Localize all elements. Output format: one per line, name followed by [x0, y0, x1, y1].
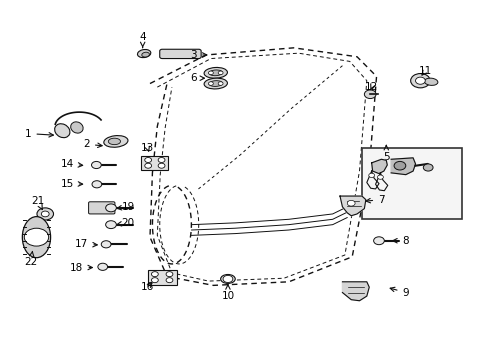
FancyBboxPatch shape — [160, 49, 201, 59]
Text: 1: 1 — [25, 129, 53, 139]
Circle shape — [106, 204, 116, 212]
Circle shape — [218, 82, 223, 85]
Circle shape — [411, 73, 430, 88]
Text: 4: 4 — [139, 32, 146, 48]
Text: 7: 7 — [366, 195, 385, 204]
Circle shape — [101, 241, 111, 248]
Ellipse shape — [104, 136, 128, 147]
Bar — [147, 270, 177, 285]
Polygon shape — [372, 159, 387, 174]
Text: 12: 12 — [365, 82, 378, 92]
Text: 2: 2 — [83, 139, 102, 149]
Circle shape — [158, 157, 165, 162]
Circle shape — [208, 82, 213, 85]
Text: 20: 20 — [116, 218, 135, 228]
Polygon shape — [340, 196, 366, 216]
Ellipse shape — [209, 81, 222, 86]
Circle shape — [374, 237, 384, 245]
Circle shape — [151, 278, 158, 283]
Text: 15: 15 — [61, 179, 83, 189]
Text: 6: 6 — [191, 73, 204, 83]
Circle shape — [347, 201, 355, 206]
Text: 21: 21 — [31, 197, 45, 210]
Circle shape — [423, 164, 433, 171]
Ellipse shape — [23, 217, 50, 258]
Polygon shape — [343, 282, 369, 301]
Circle shape — [92, 181, 102, 188]
Bar — [142, 156, 168, 170]
Circle shape — [377, 175, 383, 179]
Text: 5: 5 — [383, 145, 390, 162]
Text: 19: 19 — [116, 202, 135, 212]
Text: 13: 13 — [141, 143, 154, 153]
Text: 18: 18 — [70, 262, 93, 273]
Ellipse shape — [204, 67, 227, 78]
Circle shape — [37, 208, 53, 220]
Ellipse shape — [138, 49, 151, 58]
Text: 22: 22 — [24, 251, 37, 267]
Circle shape — [145, 157, 151, 162]
Circle shape — [416, 77, 425, 84]
Bar — [362, 148, 462, 219]
Circle shape — [106, 221, 116, 229]
Text: 9: 9 — [390, 287, 409, 297]
Ellipse shape — [142, 52, 149, 57]
Ellipse shape — [55, 124, 70, 138]
Circle shape — [223, 275, 233, 283]
Ellipse shape — [220, 274, 235, 283]
Text: 10: 10 — [221, 285, 235, 301]
Ellipse shape — [71, 122, 83, 133]
Circle shape — [24, 228, 49, 246]
Text: 17: 17 — [75, 239, 97, 249]
Circle shape — [218, 71, 223, 75]
Ellipse shape — [204, 78, 227, 89]
Circle shape — [365, 90, 376, 99]
Circle shape — [158, 163, 165, 168]
Circle shape — [394, 161, 406, 170]
Circle shape — [98, 263, 108, 270]
Circle shape — [166, 272, 173, 277]
Text: 11: 11 — [418, 66, 432, 76]
Circle shape — [41, 211, 49, 217]
Circle shape — [208, 71, 213, 75]
Circle shape — [145, 163, 151, 168]
Ellipse shape — [209, 70, 222, 76]
Polygon shape — [391, 158, 416, 175]
Circle shape — [369, 173, 374, 177]
Ellipse shape — [424, 78, 438, 85]
Text: 16: 16 — [141, 282, 154, 292]
Text: 3: 3 — [191, 50, 207, 60]
Circle shape — [166, 278, 173, 283]
Ellipse shape — [108, 138, 121, 145]
Circle shape — [151, 272, 158, 277]
Text: 8: 8 — [393, 236, 409, 246]
Circle shape — [92, 161, 101, 168]
FancyBboxPatch shape — [89, 202, 115, 214]
Text: 14: 14 — [61, 159, 83, 169]
